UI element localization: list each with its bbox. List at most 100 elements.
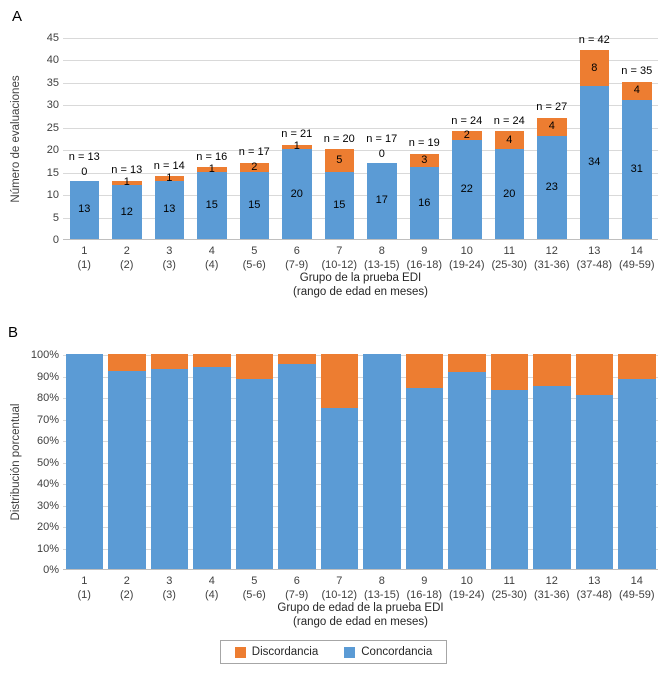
discordancia-value-label: 8	[591, 61, 598, 74]
bar-group-11	[490, 354, 528, 569]
x-tick-label: 5	[251, 575, 258, 587]
n-total-label: n = 24	[451, 114, 483, 127]
y-tick-label: 70%	[36, 413, 59, 426]
x-tick-range-label: (2)	[120, 259, 134, 271]
x-tick-label: 14	[630, 575, 643, 587]
bar-group-2: 1 12	[112, 177, 142, 239]
n-total-label: n = 13	[111, 164, 143, 177]
y-tick-label: 0	[52, 234, 59, 246]
x-tick-range-label: (4)	[205, 589, 219, 601]
concordancia-segment: 12	[112, 185, 142, 239]
gridline	[63, 127, 658, 129]
concordancia-segment	[108, 370, 146, 569]
discordancia-value-label: 4	[506, 133, 513, 146]
gridline	[63, 195, 658, 197]
bar-group-1	[65, 354, 103, 569]
discordancia-segment: 2	[239, 160, 269, 173]
x-tick-range-label: (31-36)	[534, 589, 570, 601]
n-total-label: n = 21	[281, 128, 313, 141]
x-tick-range-label: (3)	[162, 589, 176, 601]
y-tick-label: 30%	[36, 499, 59, 512]
gridline	[63, 105, 658, 107]
concordancia-segment: 13	[69, 180, 99, 239]
concordancia-segment	[363, 354, 401, 569]
n-total-label: n = 35	[621, 65, 653, 78]
discordancia-value-label: 1	[293, 140, 300, 153]
bar-group-14	[618, 354, 656, 569]
n-total-label: n = 42	[578, 33, 610, 46]
bar-group-1: 13	[69, 180, 99, 239]
concordancia-value-label: 23	[545, 180, 558, 193]
discordancia-segment	[448, 354, 486, 372]
y-tick-label: 0%	[43, 564, 59, 576]
x-tick-range-label: (37-48)	[576, 259, 612, 271]
bar-group-3: 1 13	[154, 172, 184, 239]
x-tick-range-label: (7-9)	[285, 589, 309, 601]
x-tick-range-label: (13-15)	[364, 589, 400, 601]
n-total-label: n = 16	[196, 150, 228, 163]
discordancia-segment	[533, 354, 571, 386]
concordancia-value-label: 34	[588, 156, 601, 169]
y-tick-label: 100%	[30, 349, 59, 361]
gridline	[63, 376, 658, 378]
y-tick-label: 20	[46, 144, 59, 157]
discordancia-value-label: 3	[421, 153, 428, 166]
y-tick-label: 5	[52, 211, 59, 224]
concordancia-segment	[490, 389, 528, 569]
x-tick-range-label: (10-12)	[321, 589, 357, 601]
concordancia-value-label: 12	[120, 205, 133, 218]
x-tick-range-label: (5-6)	[242, 259, 266, 271]
n-total-label: n = 19	[408, 137, 440, 150]
discordancia-value-label: 0	[81, 166, 88, 179]
discordancia-segment	[490, 354, 528, 390]
discordancia-segment: 4	[622, 81, 652, 100]
n-total-label: n = 17	[238, 146, 270, 159]
bar-group-13	[575, 354, 613, 569]
y-tick-label: 30	[46, 99, 59, 112]
y-tick-label: 45	[46, 32, 59, 44]
chart-b-x-axis-subtitle: (rango de edad en meses)	[293, 616, 428, 628]
x-tick-label: 3	[166, 575, 173, 587]
x-tick-range-label: (4)	[205, 259, 219, 271]
legend-label: Discordancia	[251, 646, 319, 658]
y-tick-label: 20%	[36, 521, 59, 533]
bar-group-7: 5 15	[324, 149, 354, 239]
x-tick-label: 9	[421, 575, 428, 587]
x-tick-label: 1	[81, 245, 88, 257]
discordancia-value-label: 5	[336, 153, 343, 166]
concordancia-segment	[278, 364, 316, 569]
concordancia-value-label: 15	[205, 198, 218, 211]
bar-group-6: 1 20	[282, 141, 312, 239]
n-total-label: n = 13	[68, 151, 100, 164]
y-tick-label: 60%	[36, 435, 59, 447]
x-tick-label: 8	[378, 245, 385, 257]
concordancia-segment	[150, 369, 188, 569]
panel-b-label: B	[8, 324, 19, 341]
chart-a-plot-area: 0 5 10 15 20 25 30 35 40 45 0 n = 13 13 1 (1) n = 13 1 12…	[47, 32, 658, 271]
concordancia-swatch-icon	[344, 646, 356, 658]
discordancia-value-label: 4	[548, 120, 555, 133]
discordancia-value-label: 1	[123, 176, 130, 189]
y-tick-label: 10%	[36, 542, 59, 555]
x-tick-range-label: (25-30)	[491, 589, 527, 601]
x-tick-label: 8	[378, 575, 385, 587]
discordancia-segment	[108, 354, 146, 371]
bar-group-14: 4 31	[622, 81, 652, 239]
x-tick-label: 12	[545, 245, 558, 257]
discordancia-segment: 1	[282, 141, 312, 152]
x-tick-range-label: (49-59)	[619, 589, 655, 601]
discordancia-segment	[235, 354, 273, 380]
x-tick-range-label: (19-24)	[449, 589, 485, 601]
y-tick-label: 40%	[36, 478, 59, 490]
chart-a-x-axis-title: Grupo de la prueba EDI	[299, 272, 422, 284]
x-tick-range-label: (1)	[77, 259, 91, 271]
x-tick-range-label: (5-6)	[242, 589, 266, 601]
concordancia-value-label: 31	[630, 162, 643, 175]
bar-group-8: 17	[367, 162, 397, 239]
x-tick-label: 10	[460, 245, 473, 257]
chart-a-y-axis-title: Número de evaluaciones	[10, 75, 22, 203]
legend: Discordancia Concordancia	[0, 640, 667, 664]
n-total-label: n = 20	[323, 132, 355, 145]
discordancia-value-label: 2	[251, 160, 258, 173]
